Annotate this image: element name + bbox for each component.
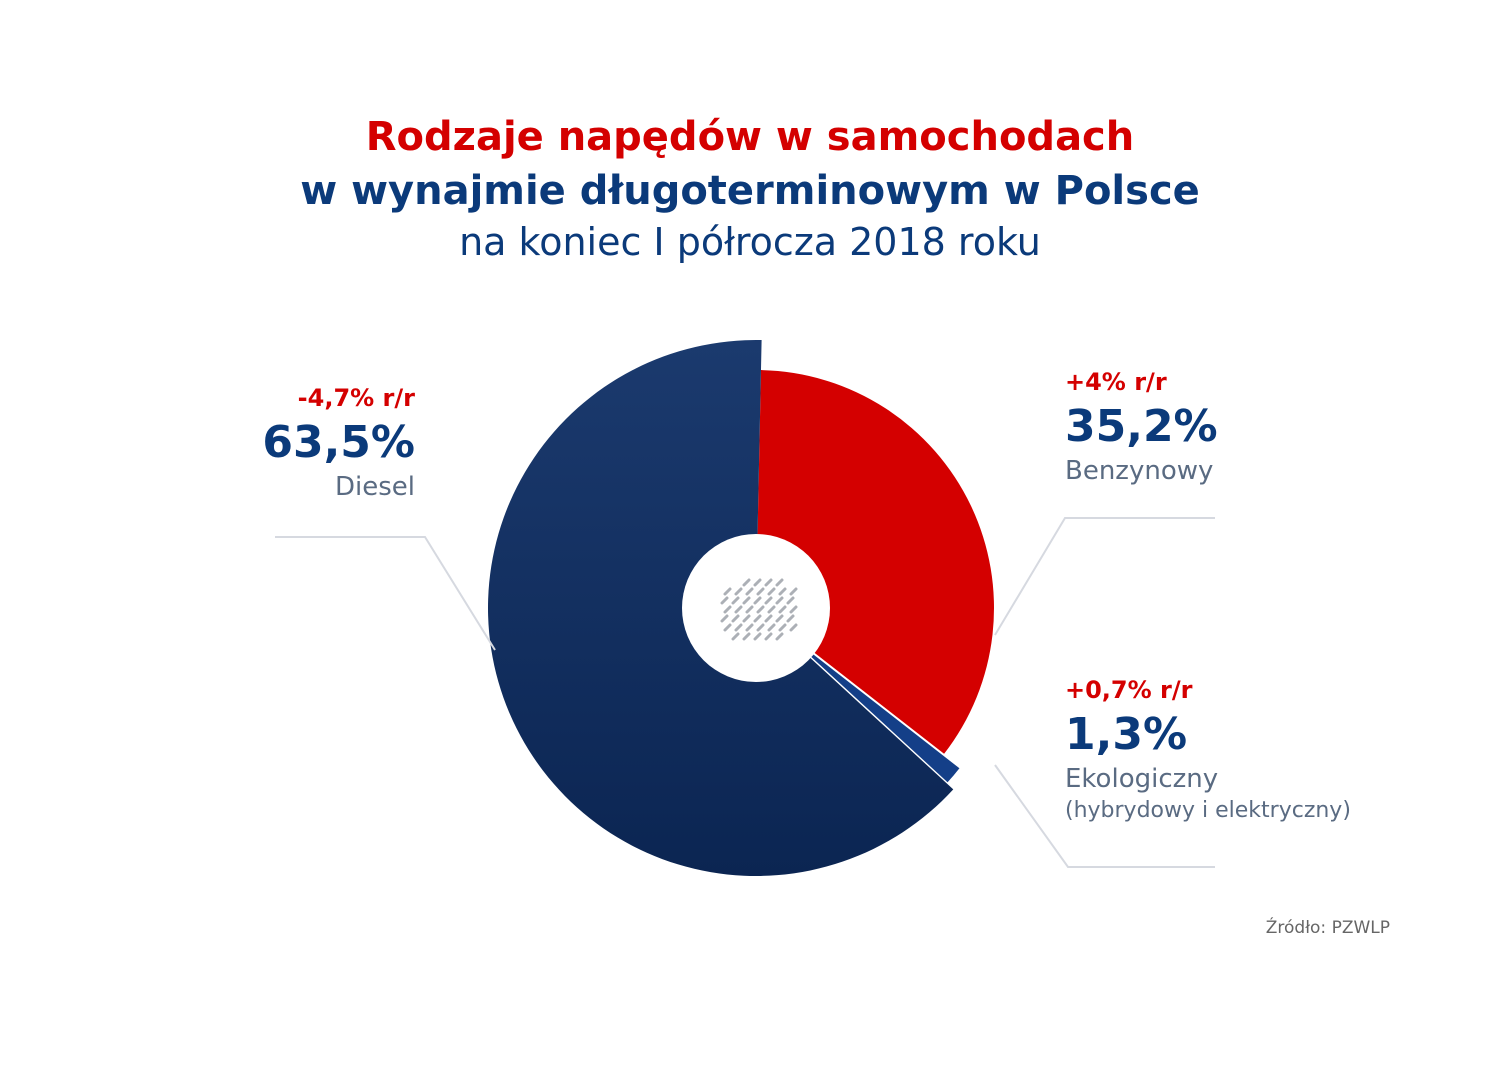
hatch-mark	[778, 623, 787, 632]
hatch-mark	[764, 578, 773, 587]
hatch-mark	[756, 623, 765, 632]
leader-line-diesel	[275, 536, 496, 651]
change-eko: +0,7% r/r	[1065, 676, 1193, 704]
hatch-mark	[742, 632, 751, 641]
hatch-mark	[789, 605, 798, 614]
hatch-mark	[767, 605, 776, 614]
hatch-mark	[734, 623, 743, 632]
hatch-mark	[723, 605, 732, 614]
label-diesel: -4,7% r/r 63,5% Diesel	[262, 384, 415, 504]
hatch-mark	[723, 587, 732, 596]
car-icon	[720, 578, 798, 641]
name-eko: Ekologiczny	[1065, 764, 1219, 794]
hatch-mark	[786, 596, 795, 605]
hatch-mark	[731, 632, 740, 641]
hatch-mark	[731, 614, 740, 623]
hatch-mark	[734, 605, 743, 614]
hatch-mark	[756, 587, 765, 596]
chart-title-line2: w wynajmie długoterminowym w Polsce	[300, 168, 1200, 214]
hatch-mark	[775, 596, 784, 605]
hatch-mark	[742, 596, 751, 605]
leader-line-eko	[994, 764, 1215, 868]
hatch-mark	[775, 614, 784, 623]
change-benzyna: +4% r/r	[1065, 368, 1167, 396]
hatch-mark	[778, 605, 787, 614]
value-diesel: 63,5%	[262, 417, 415, 468]
hatch-mark	[734, 587, 743, 596]
name-benzyna: Benzynowy	[1065, 456, 1214, 486]
source-note: Źródło: PZWLP	[1265, 918, 1390, 938]
name-diesel: Diesel	[334, 472, 415, 502]
hatch-mark	[756, 605, 765, 614]
hatch-mark	[764, 614, 773, 623]
hatch-mark	[745, 605, 754, 614]
label-eko: +0,7% r/r 1,3% Ekologiczny (hybrydowy i …	[1065, 676, 1351, 826]
hatch-mark	[753, 596, 762, 605]
hatch-mark	[789, 623, 798, 632]
hatch-mark	[767, 623, 776, 632]
hatch-mark	[731, 596, 740, 605]
hatch-mark	[786, 614, 795, 623]
slice-eko	[762, 613, 963, 786]
hatch-mark	[753, 578, 762, 587]
hatch-mark	[767, 587, 776, 596]
slice-benzyna	[756, 370, 995, 755]
hatch-mark	[775, 632, 784, 641]
change-diesel: -4,7% r/r	[297, 384, 415, 412]
center-hole	[682, 534, 830, 682]
hatch-mark	[764, 596, 773, 605]
hatch-mark	[753, 632, 762, 641]
hatch-mark	[742, 578, 751, 587]
leader-line-benzyna	[994, 517, 1215, 636]
hatch-mark	[775, 578, 784, 587]
hatch-mark	[753, 614, 762, 623]
chart-title-line1: Rodzaje napędów w samochodach	[365, 114, 1135, 160]
hatch-mark	[742, 614, 751, 623]
value-eko: 1,3%	[1065, 709, 1188, 760]
hatch-mark	[778, 587, 787, 596]
hatch-mark	[764, 632, 773, 641]
hatch-mark	[745, 623, 754, 632]
sublabel-eko: (hybrydowy i elektryczny)	[1065, 798, 1351, 823]
hatch-mark	[720, 614, 729, 623]
value-benzyna: 35,2%	[1065, 401, 1218, 452]
hatch-mark	[745, 587, 754, 596]
hatch-mark	[789, 587, 798, 596]
hatch-mark	[720, 596, 729, 605]
hatch-mark	[723, 623, 732, 632]
label-benzyna: +4% r/r 35,2% Benzynowy	[1065, 368, 1218, 488]
chart-subtitle: na koniec I półrocza 2018 roku	[459, 220, 1041, 264]
